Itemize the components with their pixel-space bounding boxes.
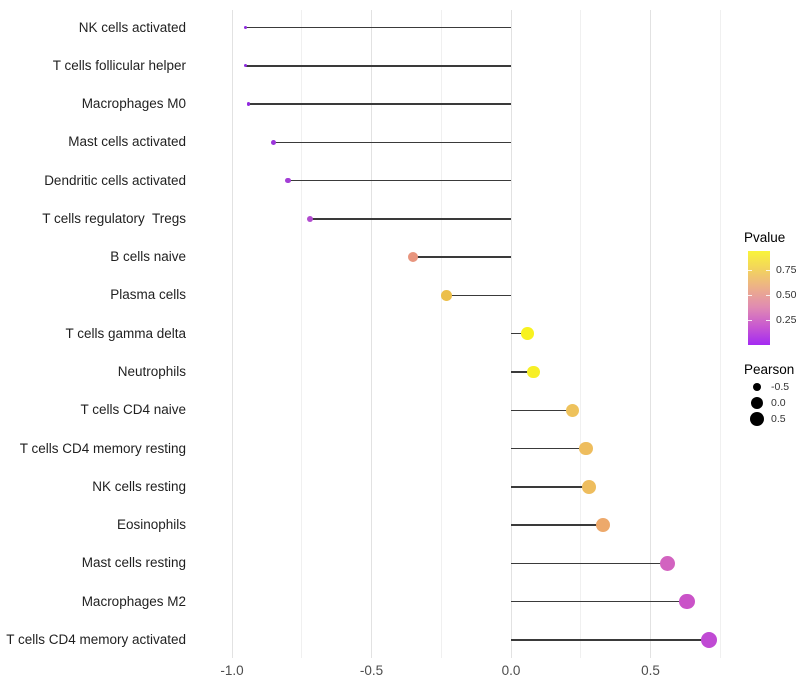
category-label: B cells naive (110, 249, 186, 265)
category-label: Plasma cells (110, 287, 186, 303)
data-point (659, 555, 675, 572)
stem-line (511, 409, 573, 412)
data-point (596, 518, 611, 533)
category-label: T cells CD4 memory activated (6, 631, 186, 647)
data-point (271, 139, 277, 145)
pearson-legend-label: 0.0 (771, 397, 786, 409)
colorbar-tick (748, 295, 752, 296)
data-point (521, 327, 535, 341)
stem-line (511, 371, 534, 373)
minor-gridline (440, 10, 442, 658)
major-gridline (231, 10, 233, 658)
category-label: T cells follicular helper (52, 57, 186, 73)
colorbar-tick (766, 270, 770, 271)
stem-line (511, 639, 710, 641)
data-point (678, 593, 695, 610)
colorbar-tick (766, 295, 770, 296)
category-label: Macrophages M2 (81, 593, 186, 609)
category-label: Dendritic cells activated (44, 172, 186, 188)
data-point (244, 64, 248, 68)
minor-gridline (580, 10, 582, 658)
pearson-legend-dot (752, 382, 762, 392)
category-label: T cells CD4 memory resting (19, 440, 186, 456)
colorbar-tick-label: 0.75 (776, 264, 797, 276)
stem-line (511, 524, 604, 526)
colorbar-tick-label: 0.25 (776, 314, 797, 326)
stem-line (511, 332, 528, 335)
data-point (526, 365, 540, 379)
category-label: T cells gamma delta (65, 325, 186, 341)
pearson-legend-title: Pearson (744, 362, 795, 377)
category-label: Neutrophils (117, 364, 186, 380)
stem-line (511, 486, 590, 488)
data-point (247, 102, 251, 106)
minor-gridline (719, 10, 721, 658)
stem-line (310, 218, 511, 220)
category-label: T cells CD4 naive (80, 402, 186, 418)
pearson-legend-dot (750, 396, 764, 410)
stem-line (245, 26, 511, 29)
category-label: Mast cells resting (81, 555, 186, 571)
colorbar-tick (748, 270, 752, 271)
stem-line (446, 294, 511, 297)
stem-line (413, 256, 511, 258)
minor-gridline (301, 10, 303, 658)
stem-line (273, 141, 511, 144)
stem-line (245, 65, 511, 67)
x-tick-label: 0.0 (501, 663, 521, 678)
data-point (244, 26, 248, 29)
category-label: Macrophages M0 (81, 96, 186, 112)
category-label: NK cells resting (92, 478, 186, 494)
x-tick-label: 0.5 (641, 663, 660, 678)
pearson-legend-label: -0.5 (771, 381, 790, 393)
category-label: Mast cells activated (68, 134, 186, 150)
data-point (441, 290, 453, 301)
stem-line (511, 562, 668, 565)
data-point (565, 403, 580, 418)
data-point (285, 177, 291, 184)
data-point (579, 441, 594, 456)
major-gridline (371, 10, 372, 658)
stem-line (511, 447, 587, 450)
data-point (408, 252, 419, 263)
data-point (582, 479, 597, 494)
colorbar-tick (766, 320, 770, 321)
category-label: T cells regulatory Tregs (42, 210, 186, 226)
stem-line (511, 600, 687, 603)
data-point (701, 631, 718, 648)
pvalue-legend-title: Pvalue (744, 230, 786, 245)
category-label: NK cells activated (78, 19, 186, 35)
colorbar-tick (748, 320, 752, 321)
pearson-legend-label: 0.5 (771, 413, 786, 425)
major-gridline (650, 10, 651, 658)
stem-line (248, 103, 511, 105)
pearson-legend-dot (749, 411, 765, 427)
stem-line (287, 179, 511, 182)
x-tick-label: -1.0 (220, 663, 244, 678)
colorbar-tick-label: 0.50 (776, 289, 797, 301)
data-point (306, 215, 314, 223)
pvalue-colorbar (748, 251, 770, 345)
category-label: Eosinophils (116, 517, 186, 533)
x-tick-label: -0.5 (359, 663, 384, 678)
